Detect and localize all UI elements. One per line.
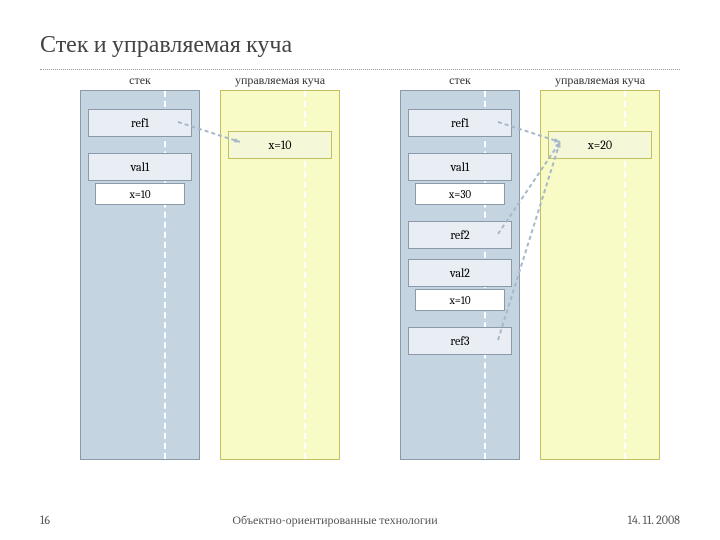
heap-box: x=10	[228, 131, 332, 159]
stack-box: x=30	[415, 183, 505, 205]
right-heap-label: управляемая куча	[541, 73, 659, 88]
stack-box: x=10	[415, 289, 505, 311]
slide-title: Стек и управляемая куча	[40, 30, 680, 69]
stack-box: ref1	[88, 109, 192, 137]
left-heap-label: управляемая куча	[221, 73, 339, 88]
page-number: 16	[40, 513, 80, 528]
left-stack-column: стек ref1val1x=10	[80, 90, 200, 460]
left-arrows	[80, 90, 81, 91]
right-stack-label: стек	[401, 73, 519, 88]
left-stack-guide	[164, 91, 166, 459]
stack-box: val1	[408, 153, 512, 181]
stack-box: val1	[88, 153, 192, 181]
right-stack-column: стек ref1val1x=30ref2val2x=10ref3	[400, 90, 520, 460]
footer-date: 14. 11. 2008	[590, 513, 680, 528]
stack-box: x=10	[95, 183, 185, 205]
heap-box: x=20	[548, 131, 652, 159]
stack-box: ref2	[408, 221, 512, 249]
stack-box: ref1	[408, 109, 512, 137]
footer: 16 Объектно-ориентированные технологии 1…	[40, 513, 680, 528]
diagram-area: стек ref1val1x=10 управляемая куча x=10 …	[40, 90, 680, 460]
stack-box: ref3	[408, 327, 512, 355]
left-heap-column: управляемая куча x=10	[220, 90, 340, 460]
right-arrows	[400, 90, 401, 91]
footer-text: Объектно-ориентированные технологии	[80, 513, 590, 528]
left-stack-label: стек	[81, 73, 199, 88]
stack-box: val2	[408, 259, 512, 287]
title-rule	[40, 69, 680, 70]
